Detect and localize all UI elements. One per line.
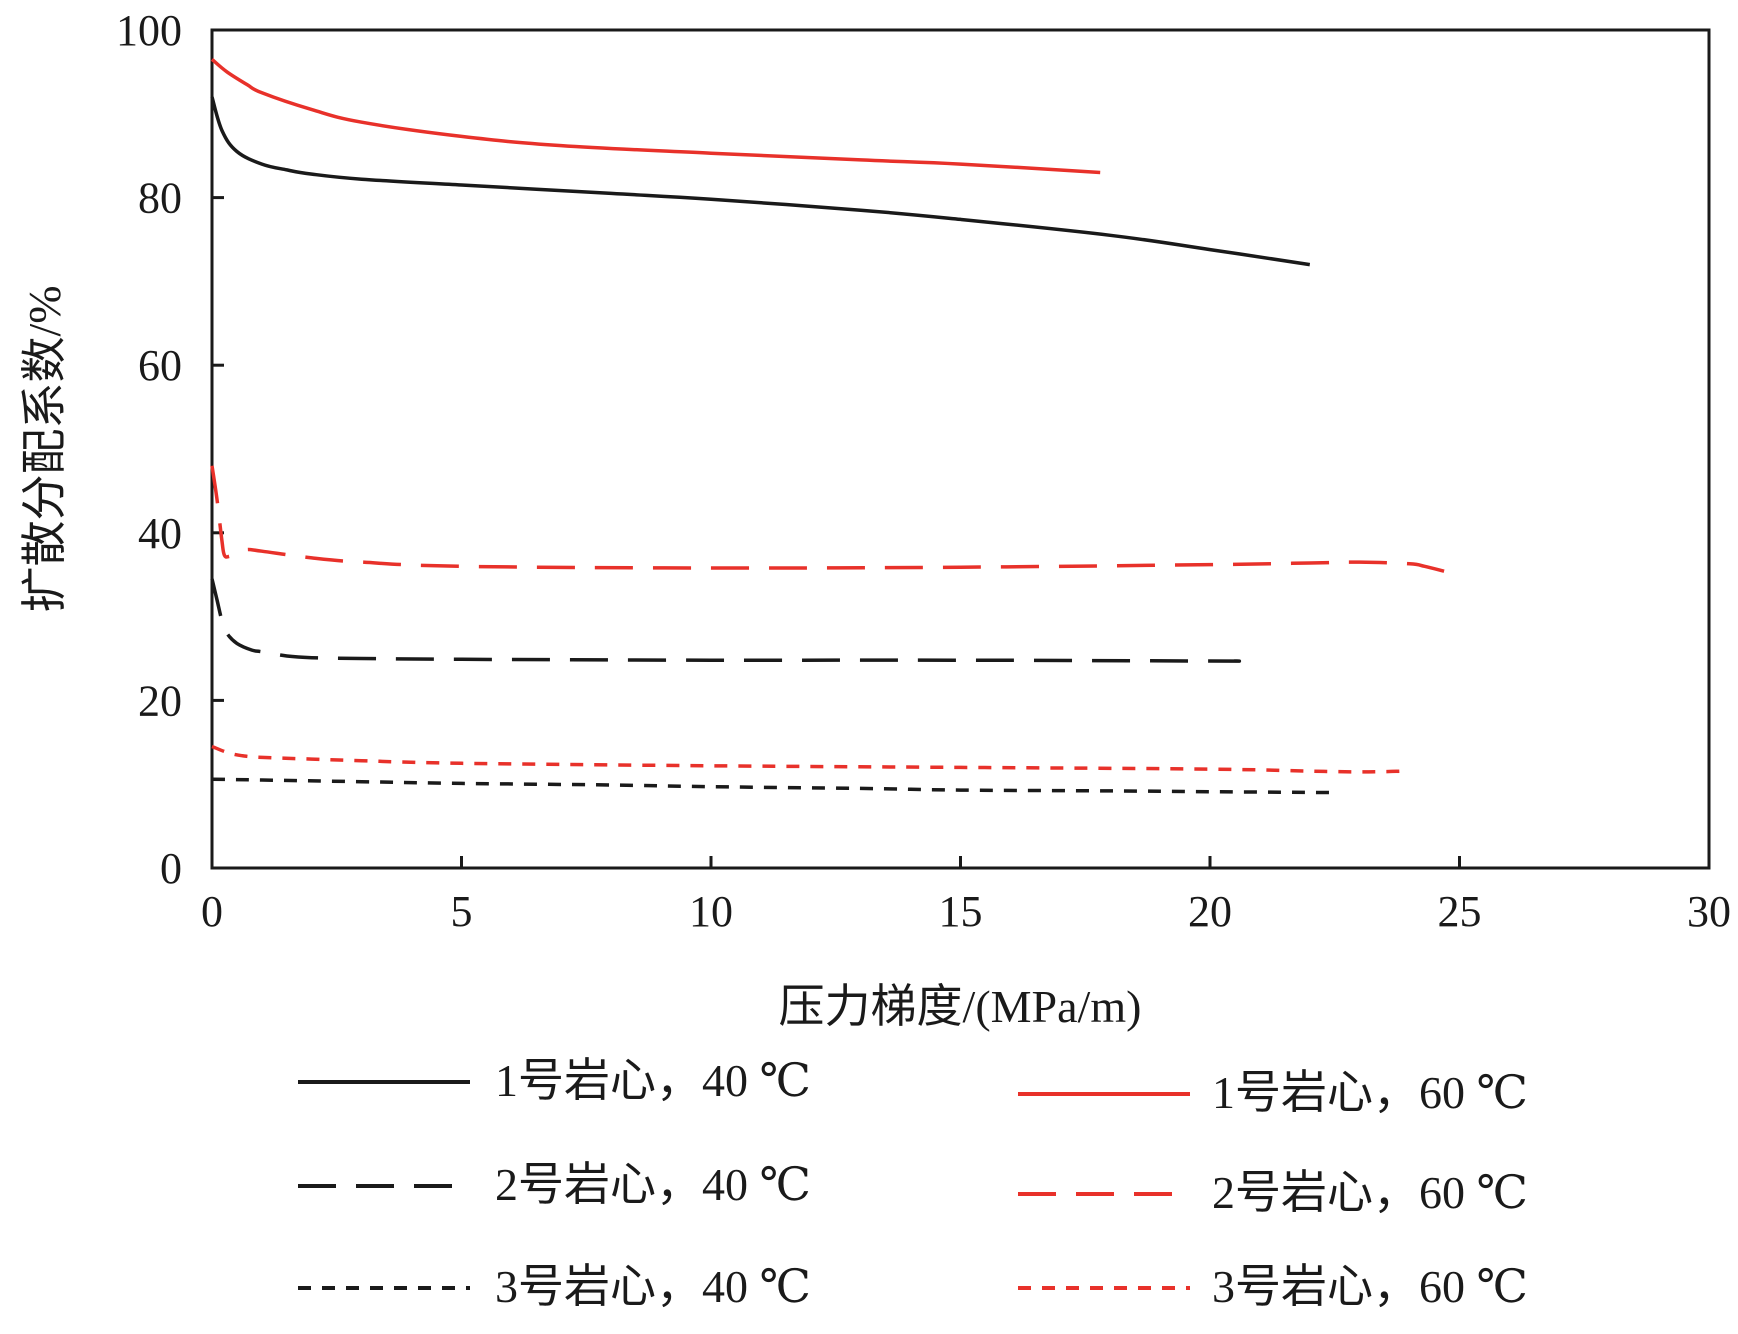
x-tick-label: 30 <box>1687 887 1731 936</box>
series-lines <box>210 57 1445 795</box>
plot-area <box>210 28 1711 870</box>
legend-label-core2-60c: 2号岩心，60 ℃ <box>1212 1167 1528 1218</box>
x-tick-label: 0 <box>201 887 223 936</box>
y-tick-label: 60 <box>138 341 182 390</box>
x-tick-label: 5 <box>451 887 473 936</box>
legend-label-core1-60c: 1号岩心，60 ℃ <box>1212 1067 1528 1118</box>
legend-label-core3-40c: 3号岩心，40 ℃ <box>495 1261 811 1312</box>
series-line-core1-60c <box>210 57 1101 175</box>
y-axis: 0 20 40 60 80 100 <box>116 6 224 893</box>
legend-label-core1-40c: 1号岩心，40 ℃ <box>495 1055 811 1106</box>
y-tick-label: 20 <box>138 676 182 725</box>
series-line-core2-40c <box>210 578 1242 663</box>
x-axis-title: 压力梯度/(MPa/m) <box>779 981 1142 1032</box>
series-line-core3-40c <box>211 777 1335 795</box>
y-tick-label: 100 <box>116 6 182 55</box>
series-line-core1-40c <box>210 96 1311 267</box>
series-line-core3-60c <box>211 744 1410 774</box>
legend-label-core2-40c: 2号岩心，40 ℃ <box>495 1159 811 1210</box>
series-line-core2-60c <box>210 465 1445 573</box>
x-tick-label: 15 <box>939 887 983 936</box>
legend-label-core3-60c: 3号岩心，60 ℃ <box>1212 1261 1528 1312</box>
y-tick-label: 80 <box>138 174 182 223</box>
x-tick-label: 10 <box>689 887 733 936</box>
y-tick-label: 40 <box>138 509 182 558</box>
y-tick-label: 0 <box>160 844 182 893</box>
x-tick-label: 20 <box>1188 887 1232 936</box>
x-tick-label: 25 <box>1438 887 1482 936</box>
y-axis-title: 扩散分配系数/% <box>19 285 70 612</box>
legend: 1号岩心，40 ℃ 1号岩心，60 ℃ 2号岩心，40 ℃ 2号岩心，60 ℃ 3号岩心… <box>298 1055 1528 1312</box>
x-axis: 0 5 10 15 20 25 30 <box>201 856 1731 936</box>
